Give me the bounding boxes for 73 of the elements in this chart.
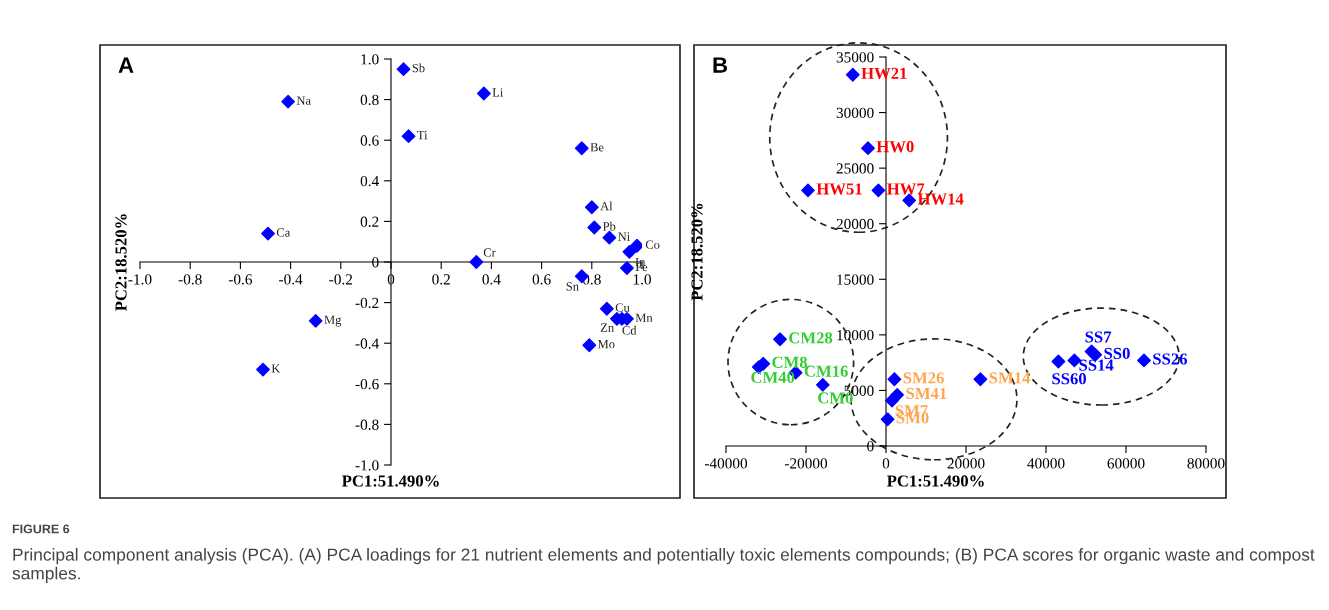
chart-title: B <box>713 57 728 73</box>
x-axis-title: PC1:51.490% <box>886 475 984 487</box>
data-label: SS14 <box>1079 359 1114 371</box>
data-label: Ni <box>618 232 630 241</box>
y-tick-label: 30000 <box>836 107 874 119</box>
y-tick-label: 35000 <box>836 52 874 63</box>
x-tick-label: 0.2 <box>432 274 450 285</box>
data-label: SS60 <box>1052 373 1087 385</box>
data-label: Li <box>492 88 504 97</box>
y-tick-label: 1.0 <box>361 54 379 65</box>
y-tick-label: -0.4 <box>355 338 379 349</box>
data-label: Be <box>590 143 604 152</box>
y-tick-label: 0 <box>867 441 874 452</box>
data-label: Pb <box>603 221 616 231</box>
data-label: SM14 <box>989 372 1031 384</box>
data-label: SS7 <box>1085 331 1112 343</box>
data-label: SM26 <box>903 372 944 384</box>
y-axis-title: PC2:18.520% <box>115 214 127 312</box>
data-label: Ca <box>276 228 291 237</box>
y-tick-label: 10000 <box>837 330 874 341</box>
x-axis-title: PC1:51.490% <box>341 475 439 487</box>
data-label: Mo <box>597 340 615 349</box>
chart-title: A <box>118 57 134 73</box>
y-tick-label: -0.6 <box>355 378 379 390</box>
y-tick-label: -0.2 <box>355 297 379 309</box>
x-tick-label: -0.8 <box>178 274 202 285</box>
data-label: Mn <box>635 313 653 322</box>
x-tick-label: 0.6 <box>532 274 551 285</box>
x-tick-label: 20000 <box>947 458 985 469</box>
x-tick-label: 0.4 <box>482 274 501 285</box>
x-tick-label: -40000 <box>704 458 748 469</box>
data-label: Cr <box>483 248 496 257</box>
data-label: HW7 <box>887 183 925 195</box>
y-tick-label: 20000 <box>836 218 874 230</box>
x-tick-label: -0.2 <box>329 274 353 285</box>
y-tick-label: -0.8 <box>355 419 379 430</box>
data-label: Sn <box>566 282 579 291</box>
text: Principal component analysis (PCA). (A) PCA loadings for 21 nutrient elements and potentially toxic elements compounds; (B) PCA scores for organic waste and compost samples. <box>12 548 1315 583</box>
y-tick-label: 0 <box>372 257 379 268</box>
data-label: Zn <box>600 323 614 332</box>
y-tick-label: 0.6 <box>360 135 379 146</box>
data-label: Cd <box>622 325 637 335</box>
data-label: HW51 <box>816 183 862 195</box>
data-label: Al <box>600 201 613 211</box>
x-tick-label: 1.0 <box>633 274 651 285</box>
data-label: SS26 <box>1153 353 1188 365</box>
x-tick-label: -0.4 <box>279 274 303 285</box>
x-tick-label: -0.6 <box>228 274 253 285</box>
data-label: CM28 <box>789 332 833 344</box>
data-label: Na <box>296 96 311 105</box>
x-tick-label: -20000 <box>784 458 828 469</box>
x-tick-label: 0 <box>882 458 890 469</box>
y-tick-label: 0.8 <box>360 94 379 106</box>
y-tick-label: 0.2 <box>360 216 379 227</box>
data-label: Mg <box>324 315 342 327</box>
data-label: SS0 <box>1104 347 1130 360</box>
data-label: Ti <box>417 130 428 140</box>
y-tick-label: 25000 <box>836 163 874 174</box>
y-tick-label: 15000 <box>837 274 874 285</box>
data-label: K <box>271 364 281 373</box>
y-tick-label: 0.4 <box>360 175 379 187</box>
x-tick-label: 60000 <box>1107 458 1145 469</box>
data-label: Sb <box>412 63 425 73</box>
data-label: Co <box>645 240 660 249</box>
x-tick-label: 80000 <box>1187 458 1225 469</box>
data-label: HW14 <box>917 193 964 205</box>
x-tick-label: 40000 <box>1027 458 1065 469</box>
y-axis-title: PC2:18.520% <box>691 203 703 301</box>
data-label: SM41 <box>906 387 947 400</box>
data-label: Cu <box>615 303 630 312</box>
x-tick-label: -1.0 <box>128 274 152 285</box>
caption: FIGURE 6 <box>12 524 70 534</box>
data-label: CM40 <box>751 371 795 383</box>
